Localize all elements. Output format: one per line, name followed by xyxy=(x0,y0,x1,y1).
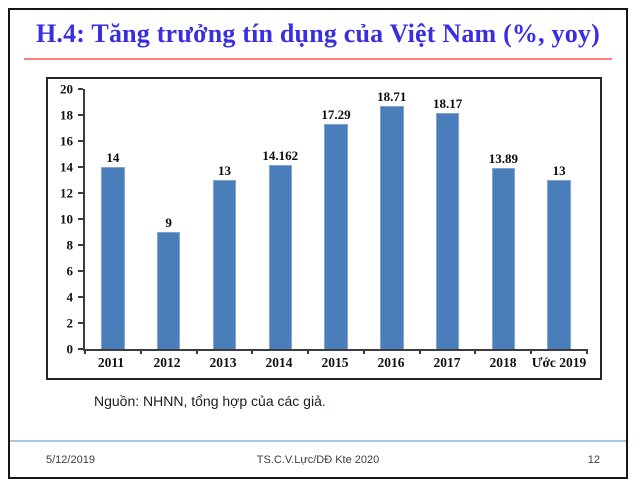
x-axis-label-Ước 2019: Ước 2019 xyxy=(531,355,587,370)
y-axis-tick-mark xyxy=(78,166,83,168)
x-axis-tick-mark xyxy=(307,349,310,354)
x-axis-category-labels: 2011 2012 2013 2014 2015 2016 2017 2018 Ước 2019 xyxy=(83,355,587,371)
bar-value-label: 13.89 xyxy=(488,151,518,167)
footer-author: TS.C.V.Lực/DĐ Kte 2020 xyxy=(256,453,380,466)
bar-slot-2015: 17.29 xyxy=(308,89,364,349)
bar-2016 xyxy=(380,105,404,349)
plot-area: 14 9 13 14.162 17.29 18.71 18.17 13.89 13 xyxy=(78,88,588,354)
page-number: 12 xyxy=(587,453,600,466)
bar-value-label: 18.17 xyxy=(432,95,463,111)
credit-growth-bar-chart: 0 2 4 6 8 10 12 14 16 18 20 14 9 13 14.162 17.29 18.71 1… xyxy=(46,77,602,380)
x-axis-tick-mark xyxy=(418,349,421,354)
bar-slot-2016: 18.71 xyxy=(364,89,420,349)
y-axis-tick-labels: 0 2 4 6 8 10 12 14 16 18 20 xyxy=(48,83,79,356)
bar-value-label: 18.71 xyxy=(377,88,407,104)
x-axis-tick-mark xyxy=(251,349,254,354)
bar-2013 xyxy=(212,180,237,349)
bar-value-label: 14.162 xyxy=(262,147,299,163)
y-axis-tick-mark xyxy=(78,114,83,116)
bar-value-label: 13 xyxy=(217,163,231,178)
slide: H.4: Tăng trưởng tín dụng của Việt Nam (… xyxy=(8,8,628,479)
bar-value-label: 13 xyxy=(552,163,566,178)
x-axis-tick-mark xyxy=(84,349,86,354)
bar-value-label: 9 xyxy=(165,215,172,230)
x-axis-label-2011: 2011 xyxy=(97,355,125,370)
y-axis-tick-label: 0 xyxy=(66,341,74,357)
y-axis-tick-label: 6 xyxy=(66,263,74,279)
y-axis-tick-label: 14 xyxy=(60,159,73,175)
bar-slot-2011: 14 xyxy=(85,89,141,349)
y-axis-tick-mark xyxy=(78,218,83,220)
page-title: H.4: Tăng trưởng tín dụng của Việt Nam (… xyxy=(35,19,600,48)
y-axis-tick-mark xyxy=(78,244,83,246)
x-axis-label-2015: 2015 xyxy=(321,355,349,370)
y-axis-tick-mark xyxy=(78,192,83,194)
y-axis-tick-mark xyxy=(78,88,83,90)
y-axis-tick-label: 10 xyxy=(60,211,73,227)
y-axis-tick-label: 8 xyxy=(66,237,74,253)
x-axis-label-2017: 2017 xyxy=(433,355,461,370)
footer-date: 5/12/2019 xyxy=(46,453,95,466)
y-axis-tick-label: 16 xyxy=(60,133,73,149)
bar-Ước 2019 xyxy=(547,180,571,349)
bar-value-label: 17.29 xyxy=(321,107,351,123)
x-axis-tick-mark xyxy=(530,349,533,354)
bar-2017 xyxy=(435,112,460,349)
source-note-period: . xyxy=(321,393,326,409)
bar-slot-2012: 9 xyxy=(141,89,197,349)
bar-2014 xyxy=(268,164,292,349)
bar-slot-Ước 2019: 13 xyxy=(531,89,587,349)
bar-2015 xyxy=(324,124,348,349)
bar-series: 14 9 13 14.162 17.29 18.71 18.17 13.89 13 xyxy=(85,89,587,349)
x-axis-tick-mark xyxy=(362,349,365,354)
y-axis-tick-label: 12 xyxy=(60,185,73,201)
source-note-text: Nguồn: NHNN, tổng hợp của các giả xyxy=(94,393,322,409)
y-axis-tick-label: 20 xyxy=(60,81,73,97)
slide-footer: 5/12/2019 TS.C.V.Lực/DĐ Kte 2020 12 xyxy=(10,440,626,477)
bar-2012 xyxy=(156,232,181,349)
x-axis-tick-mark xyxy=(139,349,142,354)
y-axis-tick-label: 4 xyxy=(66,289,74,305)
x-axis-label-2016: 2016 xyxy=(377,355,405,370)
source-note: Nguồn: NHNN, tổng hợp của các giả. xyxy=(10,393,626,409)
bar-value-label: 14 xyxy=(106,150,120,165)
y-axis-tick-label: 2 xyxy=(66,315,74,331)
x-axis-label-2014: 2014 xyxy=(265,355,293,370)
y-axis-tick-mark xyxy=(78,296,83,298)
y-axis-tick-label: 18 xyxy=(60,107,73,123)
x-axis-tick-mark xyxy=(474,349,477,354)
y-axis-tick-mark xyxy=(78,348,83,350)
bar-2011 xyxy=(101,167,125,349)
bar-slot-2014: 14.162 xyxy=(252,89,308,349)
title-underline-rule xyxy=(24,58,612,60)
x-axis-label-2018: 2018 xyxy=(489,355,517,370)
x-axis-label-2012: 2012 xyxy=(153,355,181,370)
x-axis-tick-mark xyxy=(195,349,198,354)
y-axis-tick-mark xyxy=(78,140,83,142)
bar-slot-2017: 18.17 xyxy=(420,89,476,349)
x-axis-label-2013: 2013 xyxy=(209,355,237,370)
y-axis-tick-mark xyxy=(78,322,83,324)
bar-slot-2018: 13.89 xyxy=(475,89,531,349)
y-axis-tick-mark xyxy=(78,270,83,272)
bar-slot-2013: 13 xyxy=(197,89,253,349)
x-axis-tick-mark xyxy=(586,349,588,354)
bar-2018 xyxy=(491,168,516,349)
